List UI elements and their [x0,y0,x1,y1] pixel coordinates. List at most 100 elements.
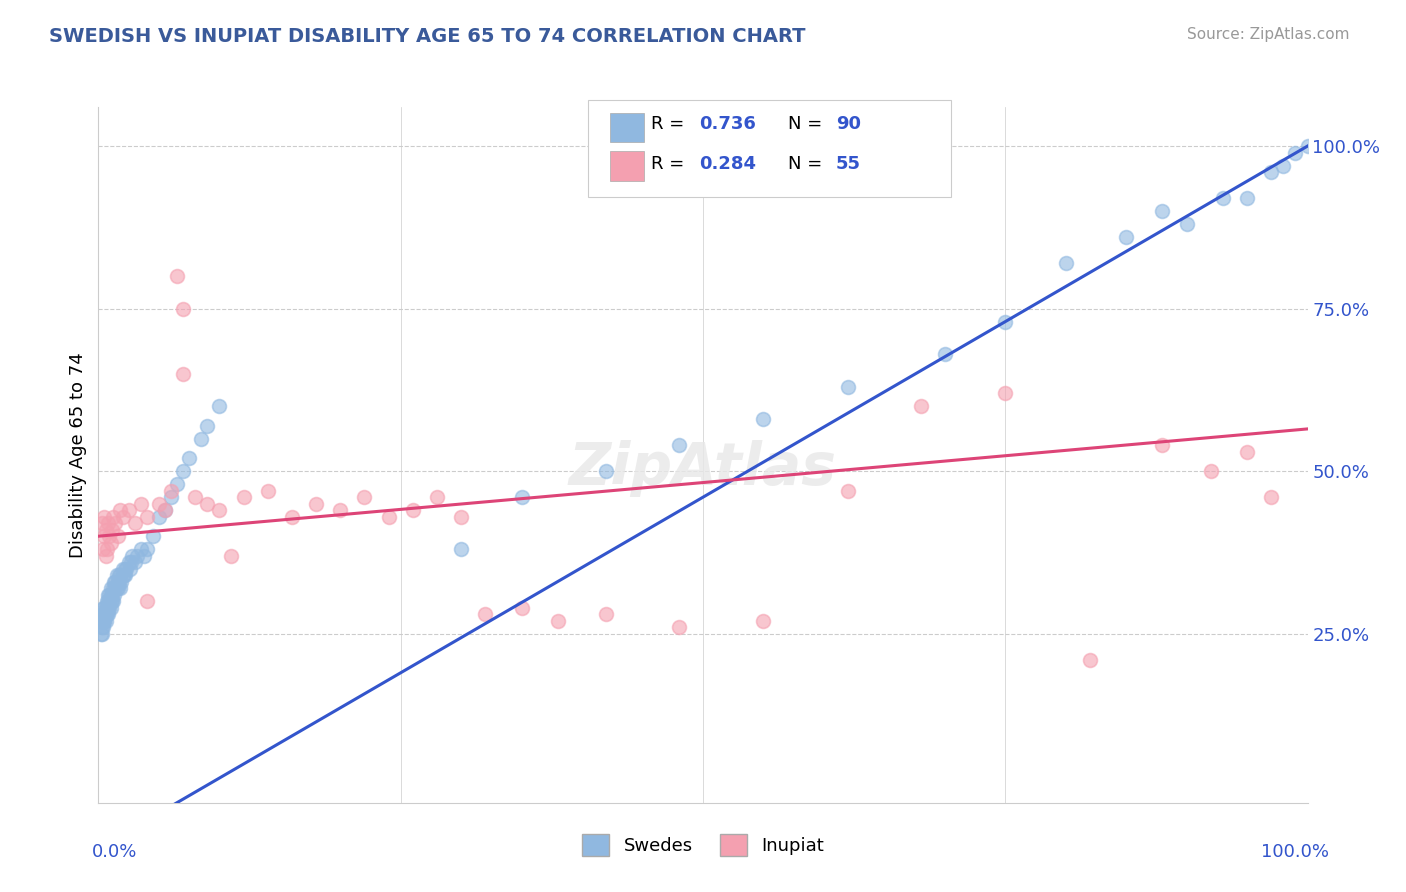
Point [595,607,617,622]
Point [148,497,170,511]
Point [934,347,956,361]
Point [547,614,569,628]
Point [108,574,131,589]
Point [172,367,194,381]
Text: 0.0%: 0.0% [91,843,136,861]
Point [668,620,690,634]
Point [166,477,188,491]
Point [104,574,127,589]
Point [111,568,134,582]
Point [93,614,115,628]
Point [232,490,254,504]
Point [112,568,135,582]
Point [910,399,932,413]
Point [1236,444,1258,458]
Point [118,555,141,569]
Point [111,562,134,576]
Point [100,523,122,537]
Point [994,315,1017,329]
Point [1199,464,1222,478]
Point [114,568,136,582]
Point [118,562,141,576]
Point [994,386,1017,401]
Point [118,503,141,517]
Text: 90: 90 [837,115,860,133]
Point [377,509,399,524]
Point [104,581,127,595]
Point [668,438,690,452]
Point [127,549,149,563]
Point [100,535,122,549]
Point [100,588,122,602]
Point [120,555,142,569]
Point [172,301,194,316]
Point [160,483,183,498]
Point [101,581,124,595]
Point [752,614,775,628]
Point [98,600,121,615]
Point [179,451,201,466]
Point [103,588,125,602]
Point [837,483,859,498]
Text: R =: R = [651,155,690,173]
Point [153,503,176,517]
Point [1236,191,1258,205]
Point [115,562,138,576]
Text: Source: ZipAtlas.com: Source: ZipAtlas.com [1187,27,1350,42]
FancyBboxPatch shape [588,100,950,197]
Point [93,600,115,615]
Text: 100.0%: 100.0% [1261,843,1329,861]
Point [135,594,157,608]
Point [96,607,118,622]
Point [91,620,114,634]
Point [402,503,425,517]
Point [1260,165,1282,179]
Point [100,600,122,615]
Point [107,581,129,595]
Point [837,379,859,393]
Point [450,542,472,557]
Point [135,542,157,557]
Point [595,464,617,478]
Point [105,581,128,595]
Point [426,490,449,504]
Y-axis label: Disability Age 65 to 74: Disability Age 65 to 74 [69,352,87,558]
Text: SWEDISH VS INUPIAT DISABILITY AGE 65 TO 74 CORRELATION CHART: SWEDISH VS INUPIAT DISABILITY AGE 65 TO … [49,27,806,45]
Text: 55: 55 [837,155,860,173]
Point [329,503,352,517]
Point [134,549,156,563]
Point [91,614,114,628]
Point [96,600,118,615]
Point [91,542,114,557]
Point [107,574,129,589]
Point [195,418,218,433]
Point [129,497,152,511]
Point [353,490,375,504]
Point [450,509,472,524]
Point [474,607,496,622]
Point [101,509,124,524]
Point [94,523,117,537]
Point [1175,217,1198,231]
Point [91,626,114,640]
Text: N =: N = [787,155,828,173]
Point [108,568,131,582]
Point [1296,139,1319,153]
Point [142,529,165,543]
Point [97,600,120,615]
Point [195,497,218,511]
Point [108,581,131,595]
Point [91,516,114,531]
Point [90,626,112,640]
Text: R =: R = [651,115,690,133]
Point [1284,145,1306,160]
Point [1272,159,1295,173]
Point [107,529,129,543]
Point [129,542,152,557]
Point [96,542,118,557]
Point [91,607,114,622]
Point [91,620,114,634]
Point [124,555,146,569]
Point [93,509,115,524]
Point [208,503,231,517]
